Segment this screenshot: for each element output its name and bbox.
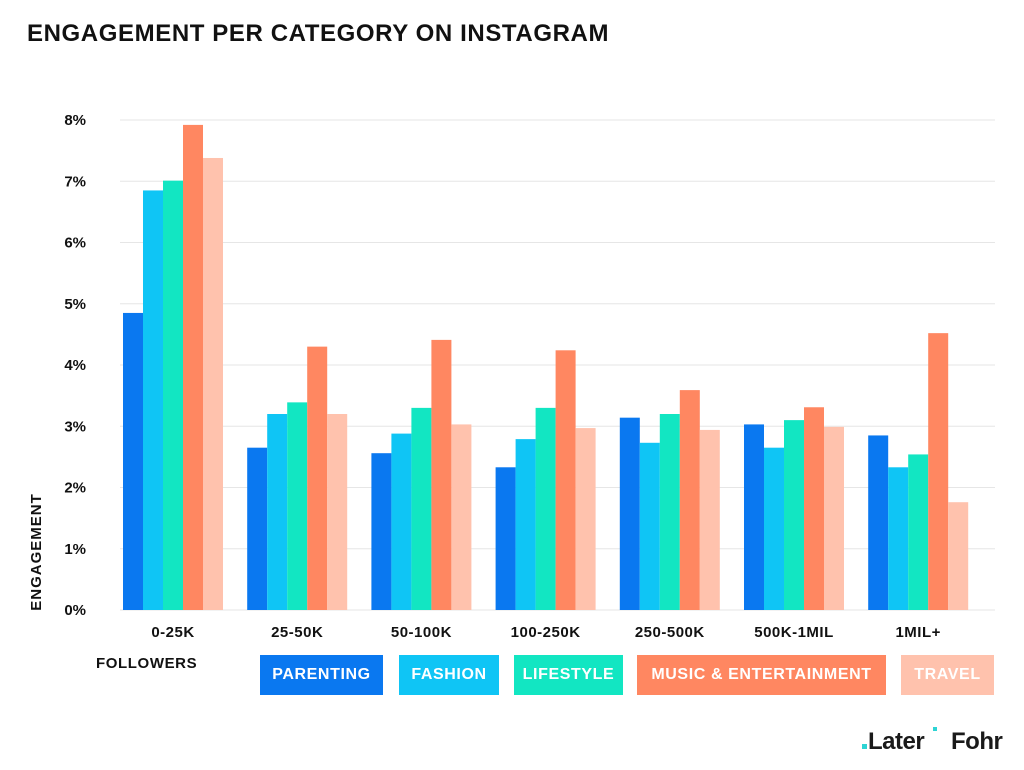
y-tick-label: 4% <box>64 357 86 374</box>
x-tick-label: 25-50K <box>271 624 323 641</box>
bar-lifestyle-6 <box>908 454 929 610</box>
bar-fashion-2 <box>391 433 412 610</box>
later-logo: Later <box>862 728 925 756</box>
bar-music-6 <box>928 333 949 610</box>
bar-music-0 <box>183 124 203 611</box>
bar-parenting-4 <box>619 417 640 610</box>
bar-music-3 <box>555 350 576 610</box>
y-tick-label: 6% <box>64 235 86 252</box>
bar-music-5 <box>804 407 824 610</box>
bar-travel-6 <box>948 502 969 610</box>
later-logo-text: Later <box>868 728 925 755</box>
bar-travel-0 <box>203 157 223 610</box>
bar-fashion-3 <box>515 439 536 610</box>
bar-parenting-6 <box>868 435 889 610</box>
x-tick-label: 100-250K <box>511 624 581 641</box>
bar-music-4 <box>679 390 700 610</box>
bar-lifestyle-2 <box>411 407 432 610</box>
bar-music-2 <box>431 339 452 610</box>
legend-music-entertainment: MUSIC & ENTERTAINMENT <box>637 655 886 695</box>
bar-parenting-1 <box>247 447 268 610</box>
chart-title: ENGAGEMENT PER CATEGORY ON INSTAGRAM <box>27 20 610 47</box>
legend-travel: TRAVEL <box>901 655 994 695</box>
legend-parenting: PARENTING <box>260 655 383 695</box>
legend-fashion: FASHION <box>399 655 499 695</box>
logo-accent-square-icon <box>933 727 937 731</box>
bar-lifestyle-3 <box>535 407 556 610</box>
bar-travel-4 <box>699 429 720 610</box>
bar-music-1 <box>307 346 328 610</box>
y-tick-label: 7% <box>64 173 86 190</box>
y-tick-label: 3% <box>64 418 86 435</box>
x-tick-label: 250-500K <box>635 624 705 641</box>
y-tick-label: 1% <box>64 541 86 558</box>
bar-parenting-5 <box>744 424 764 610</box>
x-tick-label: 0-25K <box>151 624 194 641</box>
bar-fashion-4 <box>639 442 660 610</box>
x-tick-label: 50-100K <box>391 624 452 641</box>
bar-lifestyle-1 <box>287 402 308 610</box>
y-tick-label: 8% <box>64 112 86 129</box>
x-tick-label: 500K-1MIL <box>754 624 834 641</box>
logo-pixel-icon <box>862 744 867 749</box>
bar-lifestyle-5 <box>784 420 804 610</box>
bar-lifestyle-0 <box>163 180 183 610</box>
bar-travel-1 <box>327 414 348 610</box>
bar-parenting-2 <box>371 453 392 610</box>
bar-fashion-6 <box>888 467 909 610</box>
bar-fashion-5 <box>764 447 784 610</box>
y-tick-label: 5% <box>64 296 86 313</box>
bar-parenting-3 <box>495 467 516 610</box>
bar-chart: 0% 1% 2% 3% 4% 5% 6% 7% 8% ENGAGEMENT 0-25K 25-50K 5… <box>28 112 995 641</box>
x-axis-title: FOLLOWERS <box>96 655 198 672</box>
y-axis-title: ENGAGEMENT <box>28 493 45 611</box>
bar-travel-5 <box>824 426 844 610</box>
legend-lifestyle: LIFESTYLE <box>514 655 623 695</box>
bar-fashion-1 <box>267 414 288 610</box>
bar-lifestyle-4 <box>659 414 680 610</box>
fohr-logo: Fohr <box>951 728 1003 755</box>
bar-fashion-0 <box>143 190 163 610</box>
x-tick-label: 1MIL+ <box>895 624 940 641</box>
y-tick-label: 0% <box>64 602 86 619</box>
bar-parenting-0 <box>123 312 143 610</box>
bar-travel-3 <box>575 428 596 610</box>
bar-travel-2 <box>451 424 472 610</box>
y-tick-label: 2% <box>64 480 86 497</box>
